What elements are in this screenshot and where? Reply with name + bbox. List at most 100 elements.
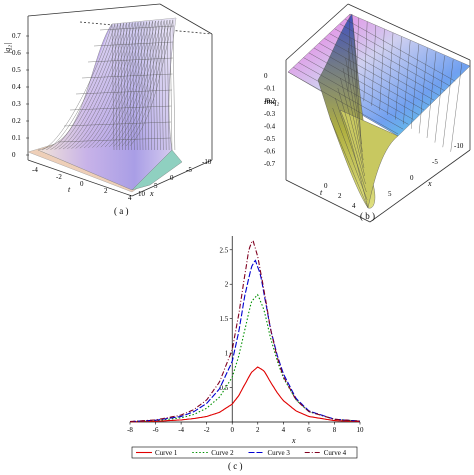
panel-c-legend-label: Curve 2 — [211, 449, 234, 457]
panel-b-x-tick-label: -10 — [454, 142, 464, 150]
panel-c-series-line-2 — [129, 293, 361, 423]
panel-a-mesh-line — [125, 19, 173, 151]
panel-b-mesh-line — [434, 55, 445, 143]
panel-a-t-ticks: -4 -2 0 2 4 — [32, 166, 132, 202]
panel-c-x-tick-label: -8 — [127, 426, 133, 434]
panel-b-mesh-line — [319, 43, 430, 106]
panel-b-z-label: Imq₂ — [263, 97, 279, 106]
panel-b-mesh-line — [342, 67, 365, 169]
panel-b-mesh-line — [379, 29, 385, 111]
panel-b-mesh-line — [348, 47, 363, 153]
panel-b-mesh-line — [329, 117, 369, 209]
panel-c-x-tick-label: -6 — [153, 426, 159, 434]
panel-a-mesh-line — [81, 73, 173, 79]
panel-a-mesh-line — [87, 57, 174, 63]
panel-b-mesh-line — [371, 25, 376, 106]
panel-a-x-tick-label: -10 — [202, 158, 212, 166]
panel-c-y-tick-label: 1 — [225, 350, 229, 358]
panel-b-mesh-line — [339, 23, 451, 87]
panel-c-x-tick-label: 4 — [282, 426, 286, 434]
panel-c-x-tick-label: 8 — [333, 426, 337, 434]
panel-c-x-tick-label: -4 — [178, 426, 184, 434]
panel-a-z-tick-label: 0 — [12, 151, 16, 159]
panel-a-x-ticks: 10 5 0 -5 -10 — [138, 158, 212, 198]
panel-b-t-tick-label: 0 — [324, 182, 328, 190]
panel-b-mesh-line — [332, 107, 368, 201]
panel-a-mesh-line — [109, 20, 161, 151]
panel-a-t-tick-label: 4 — [128, 194, 132, 202]
panel-a-t-label: t — [68, 185, 71, 194]
panel-a-t-tick-label: -2 — [56, 173, 62, 181]
panel-b-mesh-line — [426, 51, 437, 139]
panel-a-mesh-line — [75, 22, 138, 151]
panel-c-x-tick-label: 2 — [256, 426, 260, 434]
panel-c-series-line-1 — [130, 366, 361, 423]
panel-b-z-tick-label: -0.2 — [264, 97, 276, 105]
panel-a-z-tick-label: 0.2 — [12, 117, 21, 125]
panel-b-mesh-line — [293, 67, 404, 130]
panel-a: 0.7 0.6 0.5 0.4 0.3 0.2 0.1 0 |q₂| -4 -2 0 2 4 t 10… — [3, 3, 213, 216]
panel-a-t-tick-label: 2 — [104, 187, 108, 195]
panel-b-mesh-line — [324, 38, 435, 101]
panel-c-legend: Curve 1 Curve 2 Curve 3 Curve 4 — [131, 446, 358, 459]
panel-a-z-ticks: 0.7 0.6 0.5 0.4 0.3 0.2 0.1 0 — [12, 32, 29, 159]
panel-a-caption: ( a ) — [114, 206, 129, 216]
panel-b-mesh-line — [313, 47, 425, 111]
panel-b-x-tick-label: 0 — [410, 174, 414, 182]
panel-b-mesh-line — [450, 63, 462, 152]
panel-a-mesh-line — [121, 20, 170, 151]
panel-b-mesh-line — [340, 77, 365, 177]
panel-c-series-line-4 — [129, 239, 361, 423]
panel-b-mesh-line — [353, 27, 361, 137]
panel-a-x-tick-label: -5 — [186, 166, 192, 174]
panel-a-z-tick-label: 0.3 — [12, 100, 21, 108]
panel-a-mesh-line — [57, 137, 171, 143]
panel-c-y-tick-label: 0.5 — [219, 384, 228, 392]
panel-b-x-ticks: 5 0 -5 -10 — [388, 142, 464, 198]
panel-c-ticks: -8 -6 -4 -2 0 2 4 6 8 10 0.5 1 1.5 2 2.5 — [127, 236, 364, 434]
panel-c-x-tick-label: 0 — [230, 426, 234, 434]
panel-c-x-tick-label: 6 — [307, 426, 311, 434]
panel-b-x-tick-label: 5 — [388, 190, 392, 198]
panel-b-mesh-line — [298, 62, 409, 125]
panel-b-z-tick-label: -0.3 — [264, 110, 276, 118]
panel-a-mesh-line — [104, 20, 158, 151]
panel-b-mesh-line — [337, 87, 366, 185]
panel-a-z-tick-label: 0.5 — [12, 66, 21, 74]
panel-b-z-tick-label: -0.5 — [264, 135, 276, 143]
panel-a-mesh-line — [96, 21, 152, 151]
panel-c-x-tick-label: -2 — [204, 426, 210, 434]
panel-b-x-tick-label: -5 — [432, 158, 438, 166]
panel-a-mesh-line — [83, 21, 144, 151]
panel-a-z-tick-label: 0.1 — [12, 134, 21, 142]
panel-a-x-tick-label: 5 — [154, 182, 158, 190]
panel-b-mesh-line — [345, 19, 456, 82]
panel-b-z-tick-label: -0.6 — [264, 148, 276, 156]
panel-a-mesh-line — [75, 89, 173, 95]
panel-b-z-tick-label: -0.4 — [264, 122, 276, 130]
panel-a-mesh-line — [117, 20, 167, 151]
panel-b-z-tick-label: -0.1 — [264, 85, 276, 93]
panel-b-z-tick-label: -0.7 — [264, 160, 276, 168]
panel-a-mesh-line — [71, 22, 135, 151]
panel-b-mesh-line — [418, 48, 428, 134]
panel-c-y-tick-label: 2 — [225, 281, 229, 289]
panel-b-mesh — [287, 13, 462, 209]
panel-a-t-tick-label: 0 — [80, 180, 84, 188]
panel-b-box — [285, 3, 471, 223]
panel-b-mesh-line — [287, 71, 399, 135]
panel-b-mesh-line — [403, 40, 411, 125]
panel-b-mesh-line — [442, 59, 454, 148]
panel-a-box — [27, 3, 213, 197]
panel-a-z-tick-label: 0.4 — [12, 83, 21, 91]
panel-a-mesh-line — [63, 121, 172, 127]
panel-c-legend-label: Curve 1 — [155, 449, 178, 457]
panel-c-series — [129, 239, 361, 423]
panel-a-mesh-line — [113, 20, 164, 151]
panel-b-mesh-line — [345, 57, 364, 161]
panel-a-x-tick-label: 0 — [170, 174, 174, 182]
panel-b-mesh-line — [308, 52, 419, 115]
panel-a-z-tick-label: 0.7 — [12, 32, 21, 40]
panel-a-z-label: |q₂| — [3, 43, 12, 54]
